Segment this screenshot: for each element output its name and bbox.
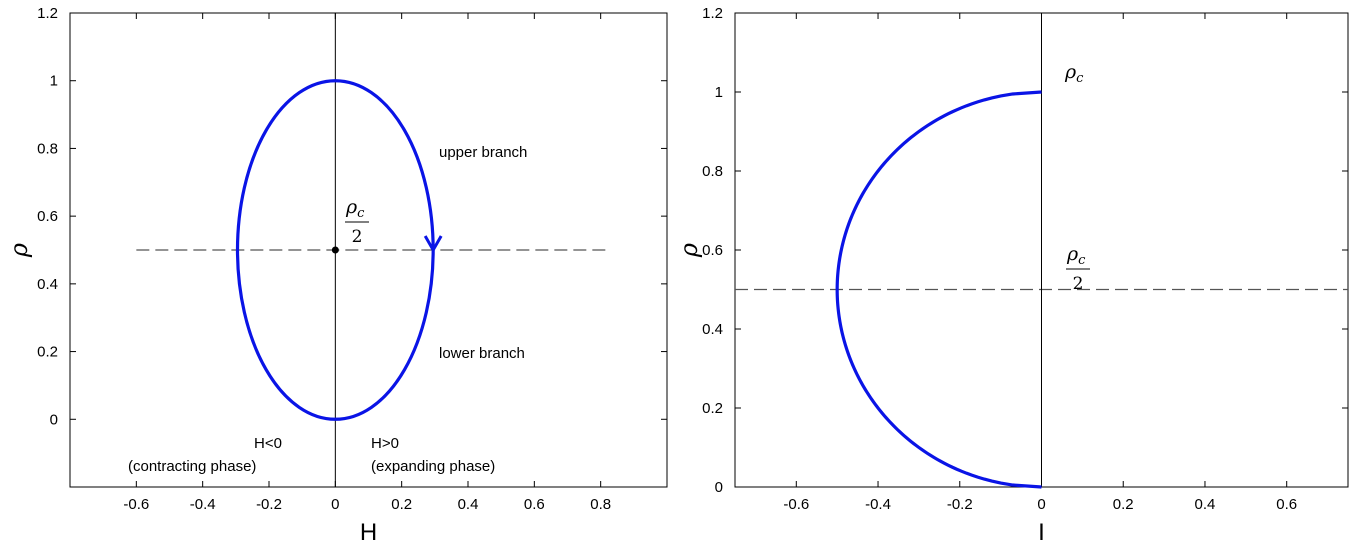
right-y-ticks: 0 0.2 0.4 0.6 0.8 1 1.2	[702, 5, 1348, 496]
left-x-tick-label: 0	[331, 496, 339, 513]
left-annotation-expanding: (expanding phase)	[371, 458, 495, 475]
right-x-tick-label: 0.4	[1195, 496, 1216, 513]
left-center-point	[331, 246, 339, 254]
right-y-tick-label: 0	[715, 479, 723, 496]
right-chart: -0.6 -0.4 -0.2 0 0.2 0.4 0.6 0 0.2 0.4 0.6 0.8 1 1.2…	[675, 5, 1349, 546]
left-x-tick-label: 0.2	[391, 496, 412, 513]
left-y-axis-label: ρ	[5, 243, 33, 258]
right-x-tick-label: 0.2	[1113, 496, 1134, 513]
left-annotation-h-positive: H>0	[371, 435, 399, 452]
left-x-tick-label: -0.4	[190, 496, 216, 513]
right-x-tick-label: -0.2	[947, 496, 973, 513]
left-y-ticks: 0 0.2 0.4 0.6 0.8 1 1.2	[37, 5, 667, 428]
left-x-axis-label: H	[360, 519, 377, 546]
left-x-tick-label: 0.4	[458, 496, 479, 513]
left-frac-numerator: ρc	[345, 196, 365, 221]
right-rho-c-label: ρc	[1064, 61, 1084, 86]
left-chart: -0.6 -0.4 -0.2 0 0.2 0.4 0.6 0.8 0 0.2 0.4 0.6 0.8 1…	[5, 5, 668, 546]
right-x-tick-label: -0.4	[865, 496, 891, 513]
left-x-tick-label: -0.2	[256, 496, 282, 513]
left-y-tick-label: 0.8	[37, 140, 58, 157]
right-x-axis-label: I	[1038, 519, 1045, 546]
right-x-tick-label: 0.6	[1276, 496, 1297, 513]
left-annotation-upper-branch: upper branch	[439, 144, 527, 161]
left-y-tick-label: 0.4	[37, 276, 58, 293]
right-y-tick-label: 0.4	[702, 321, 723, 338]
right-rho-c-over-2-label: ρc 2	[1066, 243, 1090, 294]
right-y-tick-label: 0.2	[702, 400, 723, 417]
left-y-tick-label: 1	[50, 73, 58, 90]
left-x-tick-label: -0.6	[123, 496, 149, 513]
right-y-tick-label: 0.8	[702, 163, 723, 180]
right-curve-series	[835, 90, 1042, 489]
left-rho-c-over-2-label: ρc 2	[345, 196, 369, 247]
right-y-tick-label: 0.6	[702, 242, 723, 259]
right-x-ticks: -0.6 -0.4 -0.2 0 0.2 0.4 0.6	[783, 13, 1297, 513]
left-y-tick-label: 0.2	[37, 344, 58, 361]
left-annotation-h-negative: H<0	[254, 435, 282, 452]
left-frac-denominator: 2	[352, 227, 363, 247]
left-x-tick-label: 0.8	[590, 496, 611, 513]
right-frac-numerator: ρc	[1066, 243, 1086, 268]
left-y-tick-label: 0.6	[37, 208, 58, 225]
left-y-tick-label: 0	[50, 411, 58, 428]
right-x-tick-label: 0	[1037, 496, 1045, 513]
left-annotation-contracting: (contracting phase)	[128, 458, 256, 475]
right-y-tick-label: 1.2	[702, 5, 723, 22]
left-x-tick-label: 0.6	[524, 496, 545, 513]
left-y-tick-label: 1.2	[37, 5, 58, 22]
left-direction-arrow	[423, 235, 443, 254]
left-annotation-lower-branch: lower branch	[439, 345, 525, 362]
right-x-tick-label: -0.6	[783, 496, 809, 513]
right-frac-denominator: 2	[1073, 274, 1084, 294]
right-y-axis-label: ρ	[675, 243, 703, 258]
left-plot-frame	[69, 12, 668, 488]
right-y-tick-label: 1	[715, 84, 723, 101]
left-x-ticks: -0.6 -0.4 -0.2 0 0.2 0.4 0.6 0.8	[123, 13, 611, 513]
